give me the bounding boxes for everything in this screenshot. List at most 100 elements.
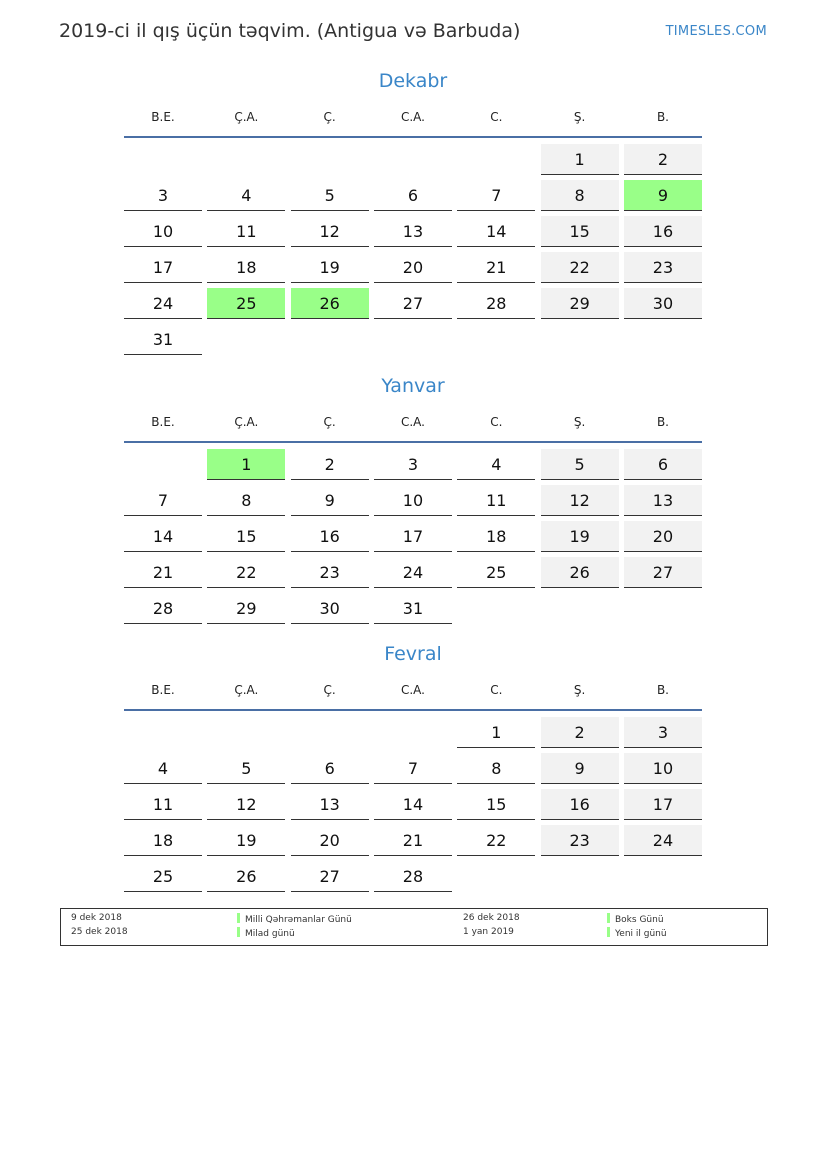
day-cell: 13 bbox=[290, 789, 369, 820]
day-cell: 7 bbox=[373, 753, 452, 784]
weekday-header: C.A. bbox=[400, 415, 425, 429]
day-cell: 3 bbox=[124, 180, 202, 211]
day-cell: 12 bbox=[207, 789, 286, 820]
day-cell: 1 bbox=[457, 717, 536, 748]
day-cell: 18 bbox=[207, 252, 286, 283]
weekday-header: Ç.A. bbox=[234, 415, 259, 429]
day-cell: 27 bbox=[373, 288, 452, 319]
day-cell: 25 bbox=[124, 861, 202, 892]
weekday-header: Ş. bbox=[573, 683, 586, 697]
holiday-day-cell: 26 bbox=[290, 288, 369, 319]
day-cell: 11 bbox=[207, 216, 286, 247]
day-cell: 6 bbox=[290, 753, 369, 784]
day-cell: 24 bbox=[623, 825, 702, 856]
legend-holiday: Yeni il günü bbox=[607, 927, 667, 939]
day-cell: 6 bbox=[373, 180, 452, 211]
legend-holiday-name: Milad günü bbox=[245, 929, 295, 939]
day-cell: 20 bbox=[290, 825, 369, 856]
weekday-header: C. bbox=[490, 415, 503, 429]
day-cell: 6 bbox=[623, 449, 702, 480]
day-cell: 11 bbox=[457, 485, 536, 516]
weekday-header: B.E. bbox=[151, 110, 175, 124]
day-cell: 27 bbox=[290, 861, 369, 892]
day-cell: 22 bbox=[540, 252, 619, 283]
day-cell: 23 bbox=[623, 252, 702, 283]
page-title: 2019-ci il qış üçün təqvim. (Antigua və … bbox=[59, 20, 521, 42]
month-title: Dekabr bbox=[378, 70, 448, 92]
day-cell: 16 bbox=[290, 521, 369, 552]
holiday-color-marker bbox=[237, 927, 240, 937]
holiday-legend: 9 dek 2018 Milli Qəhrəmanlar Günü 25 dek 2… bbox=[60, 908, 768, 946]
day-cell: 4 bbox=[207, 180, 286, 211]
weekday-header: Ş. bbox=[573, 415, 586, 429]
day-cell: 10 bbox=[623, 753, 702, 784]
day-cell: 4 bbox=[457, 449, 536, 480]
day-cell: 15 bbox=[540, 216, 619, 247]
day-cell: 30 bbox=[623, 288, 702, 319]
legend-holiday: Boks Günü bbox=[607, 913, 664, 925]
day-cell: 29 bbox=[540, 288, 619, 319]
day-cell: 26 bbox=[540, 557, 619, 588]
day-cell: 19 bbox=[290, 252, 369, 283]
brand-link[interactable]: TIMESLES.COM bbox=[665, 24, 767, 39]
day-cell: 14 bbox=[457, 216, 536, 247]
day-cell: 21 bbox=[124, 557, 202, 588]
day-cell: 8 bbox=[207, 485, 286, 516]
day-cell: 7 bbox=[124, 485, 202, 516]
holiday-color-marker bbox=[237, 913, 240, 923]
day-cell: 22 bbox=[457, 825, 536, 856]
day-cell: 4 bbox=[124, 753, 202, 784]
day-cell: 5 bbox=[207, 753, 286, 784]
day-cell: 18 bbox=[457, 521, 536, 552]
day-cell: 16 bbox=[623, 216, 702, 247]
day-cell: 20 bbox=[373, 252, 452, 283]
day-cell: 14 bbox=[124, 521, 202, 552]
holiday-day-cell: 1 bbox=[207, 449, 286, 480]
day-cell: 21 bbox=[373, 825, 452, 856]
day-cell: 12 bbox=[540, 485, 619, 516]
day-cell: 22 bbox=[207, 557, 286, 588]
day-cell: 2 bbox=[623, 144, 702, 175]
day-cell: 31 bbox=[373, 593, 452, 624]
legend-holiday: Milli Qəhrəmanlar Günü bbox=[237, 913, 352, 925]
day-cell: 25 bbox=[457, 557, 536, 588]
day-cell: 9 bbox=[540, 753, 619, 784]
day-cell: 16 bbox=[540, 789, 619, 820]
day-cell: 8 bbox=[540, 180, 619, 211]
header-divider bbox=[124, 136, 702, 138]
day-cell: 14 bbox=[373, 789, 452, 820]
day-cell: 9 bbox=[290, 485, 369, 516]
holiday-color-marker bbox=[607, 927, 610, 937]
day-cell: 24 bbox=[124, 288, 202, 319]
day-cell: 10 bbox=[124, 216, 202, 247]
legend-date: 9 dek 2018 bbox=[71, 913, 122, 923]
day-cell: 2 bbox=[540, 717, 619, 748]
weekday-header: B.E. bbox=[151, 415, 175, 429]
weekday-header: B. bbox=[656, 110, 669, 124]
day-cell: 15 bbox=[457, 789, 536, 820]
weekday-header: Ç. bbox=[323, 683, 336, 697]
day-cell: 2 bbox=[290, 449, 369, 480]
weekday-header: Ç.A. bbox=[234, 110, 259, 124]
day-cell: 13 bbox=[373, 216, 452, 247]
day-cell: 5 bbox=[290, 180, 369, 211]
day-cell: 24 bbox=[373, 557, 452, 588]
holiday-day-cell: 9 bbox=[623, 180, 702, 211]
day-cell: 29 bbox=[207, 593, 286, 624]
day-cell: 11 bbox=[124, 789, 202, 820]
legend-holiday: Milad günü bbox=[237, 927, 295, 939]
day-cell: 23 bbox=[290, 557, 369, 588]
day-cell: 13 bbox=[623, 485, 702, 516]
day-cell: 17 bbox=[623, 789, 702, 820]
day-cell: 26 bbox=[207, 861, 286, 892]
day-cell: 12 bbox=[290, 216, 369, 247]
legend-date: 25 dek 2018 bbox=[71, 927, 128, 937]
month-title: Fevral bbox=[384, 643, 442, 665]
weekday-header: B. bbox=[656, 415, 669, 429]
legend-date: 1 yan 2019 bbox=[463, 927, 514, 937]
weekday-header: C.A. bbox=[400, 110, 425, 124]
day-cell: 27 bbox=[623, 557, 702, 588]
day-cell: 31 bbox=[124, 324, 202, 355]
legend-holiday-name: Milli Qəhrəmanlar Günü bbox=[245, 915, 352, 925]
day-cell: 3 bbox=[373, 449, 452, 480]
